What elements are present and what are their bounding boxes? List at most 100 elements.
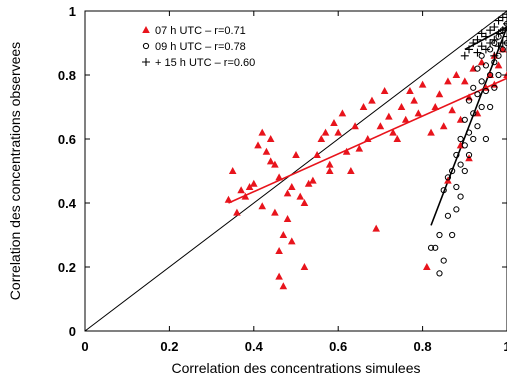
- data-point: [490, 51, 499, 60]
- data-point: [461, 77, 469, 85]
- x-tick-label: 0.8: [414, 339, 432, 354]
- data-point: [465, 45, 474, 54]
- data-point: [487, 71, 494, 79]
- data-point: [474, 91, 481, 98]
- data-point: [436, 270, 443, 277]
- data-point: [453, 183, 460, 191]
- data-point: [233, 208, 241, 216]
- data-point: [287, 183, 296, 190]
- data-point: [495, 71, 502, 79]
- data-point: [449, 167, 456, 175]
- data-point: [448, 106, 456, 114]
- data-point: [355, 144, 364, 152]
- data-point: [275, 173, 283, 181]
- plot-frame: [84, 10, 507, 332]
- data-point: [435, 90, 444, 98]
- data-point: [401, 115, 410, 123]
- data-point: [469, 39, 478, 47]
- data-point: [498, 26, 507, 35]
- data-point: [431, 103, 440, 110]
- data-point: [453, 206, 460, 213]
- data-point: [482, 62, 489, 69]
- data-point: [296, 192, 305, 200]
- data-point: [473, 35, 482, 44]
- data-point: [482, 135, 489, 143]
- data-point: [498, 39, 507, 47]
- data-point: [486, 39, 495, 47]
- data-point: [325, 167, 334, 174]
- data-point: [304, 179, 313, 187]
- legend-marker: [142, 58, 150, 66]
- data-point: [334, 128, 342, 136]
- data-point: [245, 183, 254, 190]
- data-point: [385, 112, 393, 120]
- data-point: [461, 167, 468, 175]
- data-point: [359, 103, 368, 110]
- data-point: [498, 13, 507, 22]
- x-tick-label: 1: [503, 339, 507, 354]
- data-point: [423, 263, 431, 270]
- data-point: [338, 109, 347, 117]
- y-tick-label: 0.2: [58, 260, 76, 275]
- y-tick-label: 0.6: [58, 132, 76, 147]
- data-point: [503, 10, 507, 19]
- data-point: [283, 189, 292, 197]
- data-point: [449, 231, 456, 239]
- data-point: [452, 71, 461, 78]
- data-point: [287, 237, 296, 245]
- y-tick-label: 0: [69, 324, 76, 339]
- data-point: [470, 110, 477, 117]
- data-point: [474, 123, 481, 130]
- data-point: [494, 42, 503, 51]
- data-point: [317, 135, 326, 142]
- data-point: [503, 19, 507, 28]
- legend-marker: [142, 26, 150, 33]
- data-point: [410, 96, 418, 104]
- data-point: [503, 32, 507, 41]
- data-point: [477, 42, 486, 51]
- data-point: [461, 142, 468, 149]
- legend-label: + 15 h UTC – r=0.60: [155, 57, 255, 69]
- data-point: [321, 128, 330, 136]
- data-point: [444, 212, 452, 219]
- data-point: [279, 231, 288, 238]
- data-point: [490, 35, 499, 44]
- data-point: [481, 32, 490, 41]
- data-point: [427, 128, 435, 136]
- data-point: [351, 122, 359, 130]
- data-point: [473, 48, 482, 57]
- data-point: [380, 87, 389, 94]
- data-point: [258, 128, 267, 136]
- data-point: [494, 61, 503, 69]
- legend-label: 09 h UTC – r=0.78: [155, 41, 246, 53]
- data-point: [439, 122, 448, 130]
- data-point: [474, 65, 481, 72]
- data-point: [250, 179, 258, 187]
- x-tick-label: 0.6: [329, 339, 347, 354]
- data-point: [490, 23, 499, 31]
- data-point: [478, 78, 485, 85]
- data-point: [266, 135, 275, 142]
- data-point: [342, 147, 351, 155]
- data-point: [478, 103, 485, 111]
- data-point: [397, 103, 406, 110]
- data-point: [444, 77, 452, 85]
- data-point: [325, 160, 334, 168]
- identity-line: [84, 10, 507, 332]
- legend-label: 07 h UTC – r=0.71: [155, 25, 246, 37]
- data-point: [368, 96, 376, 104]
- data-point: [313, 151, 321, 158]
- data-point: [440, 257, 447, 264]
- data-point: [275, 272, 283, 280]
- data-point: [363, 135, 372, 142]
- y-tick-label: 0.8: [58, 68, 76, 83]
- data-point: [461, 116, 468, 123]
- x-tick-label: 0: [81, 339, 88, 354]
- data-point: [300, 263, 309, 270]
- data-point: [440, 187, 447, 194]
- data-point: [494, 16, 503, 25]
- data-point: [494, 29, 503, 38]
- data-point: [457, 135, 464, 143]
- data-point: [414, 109, 423, 117]
